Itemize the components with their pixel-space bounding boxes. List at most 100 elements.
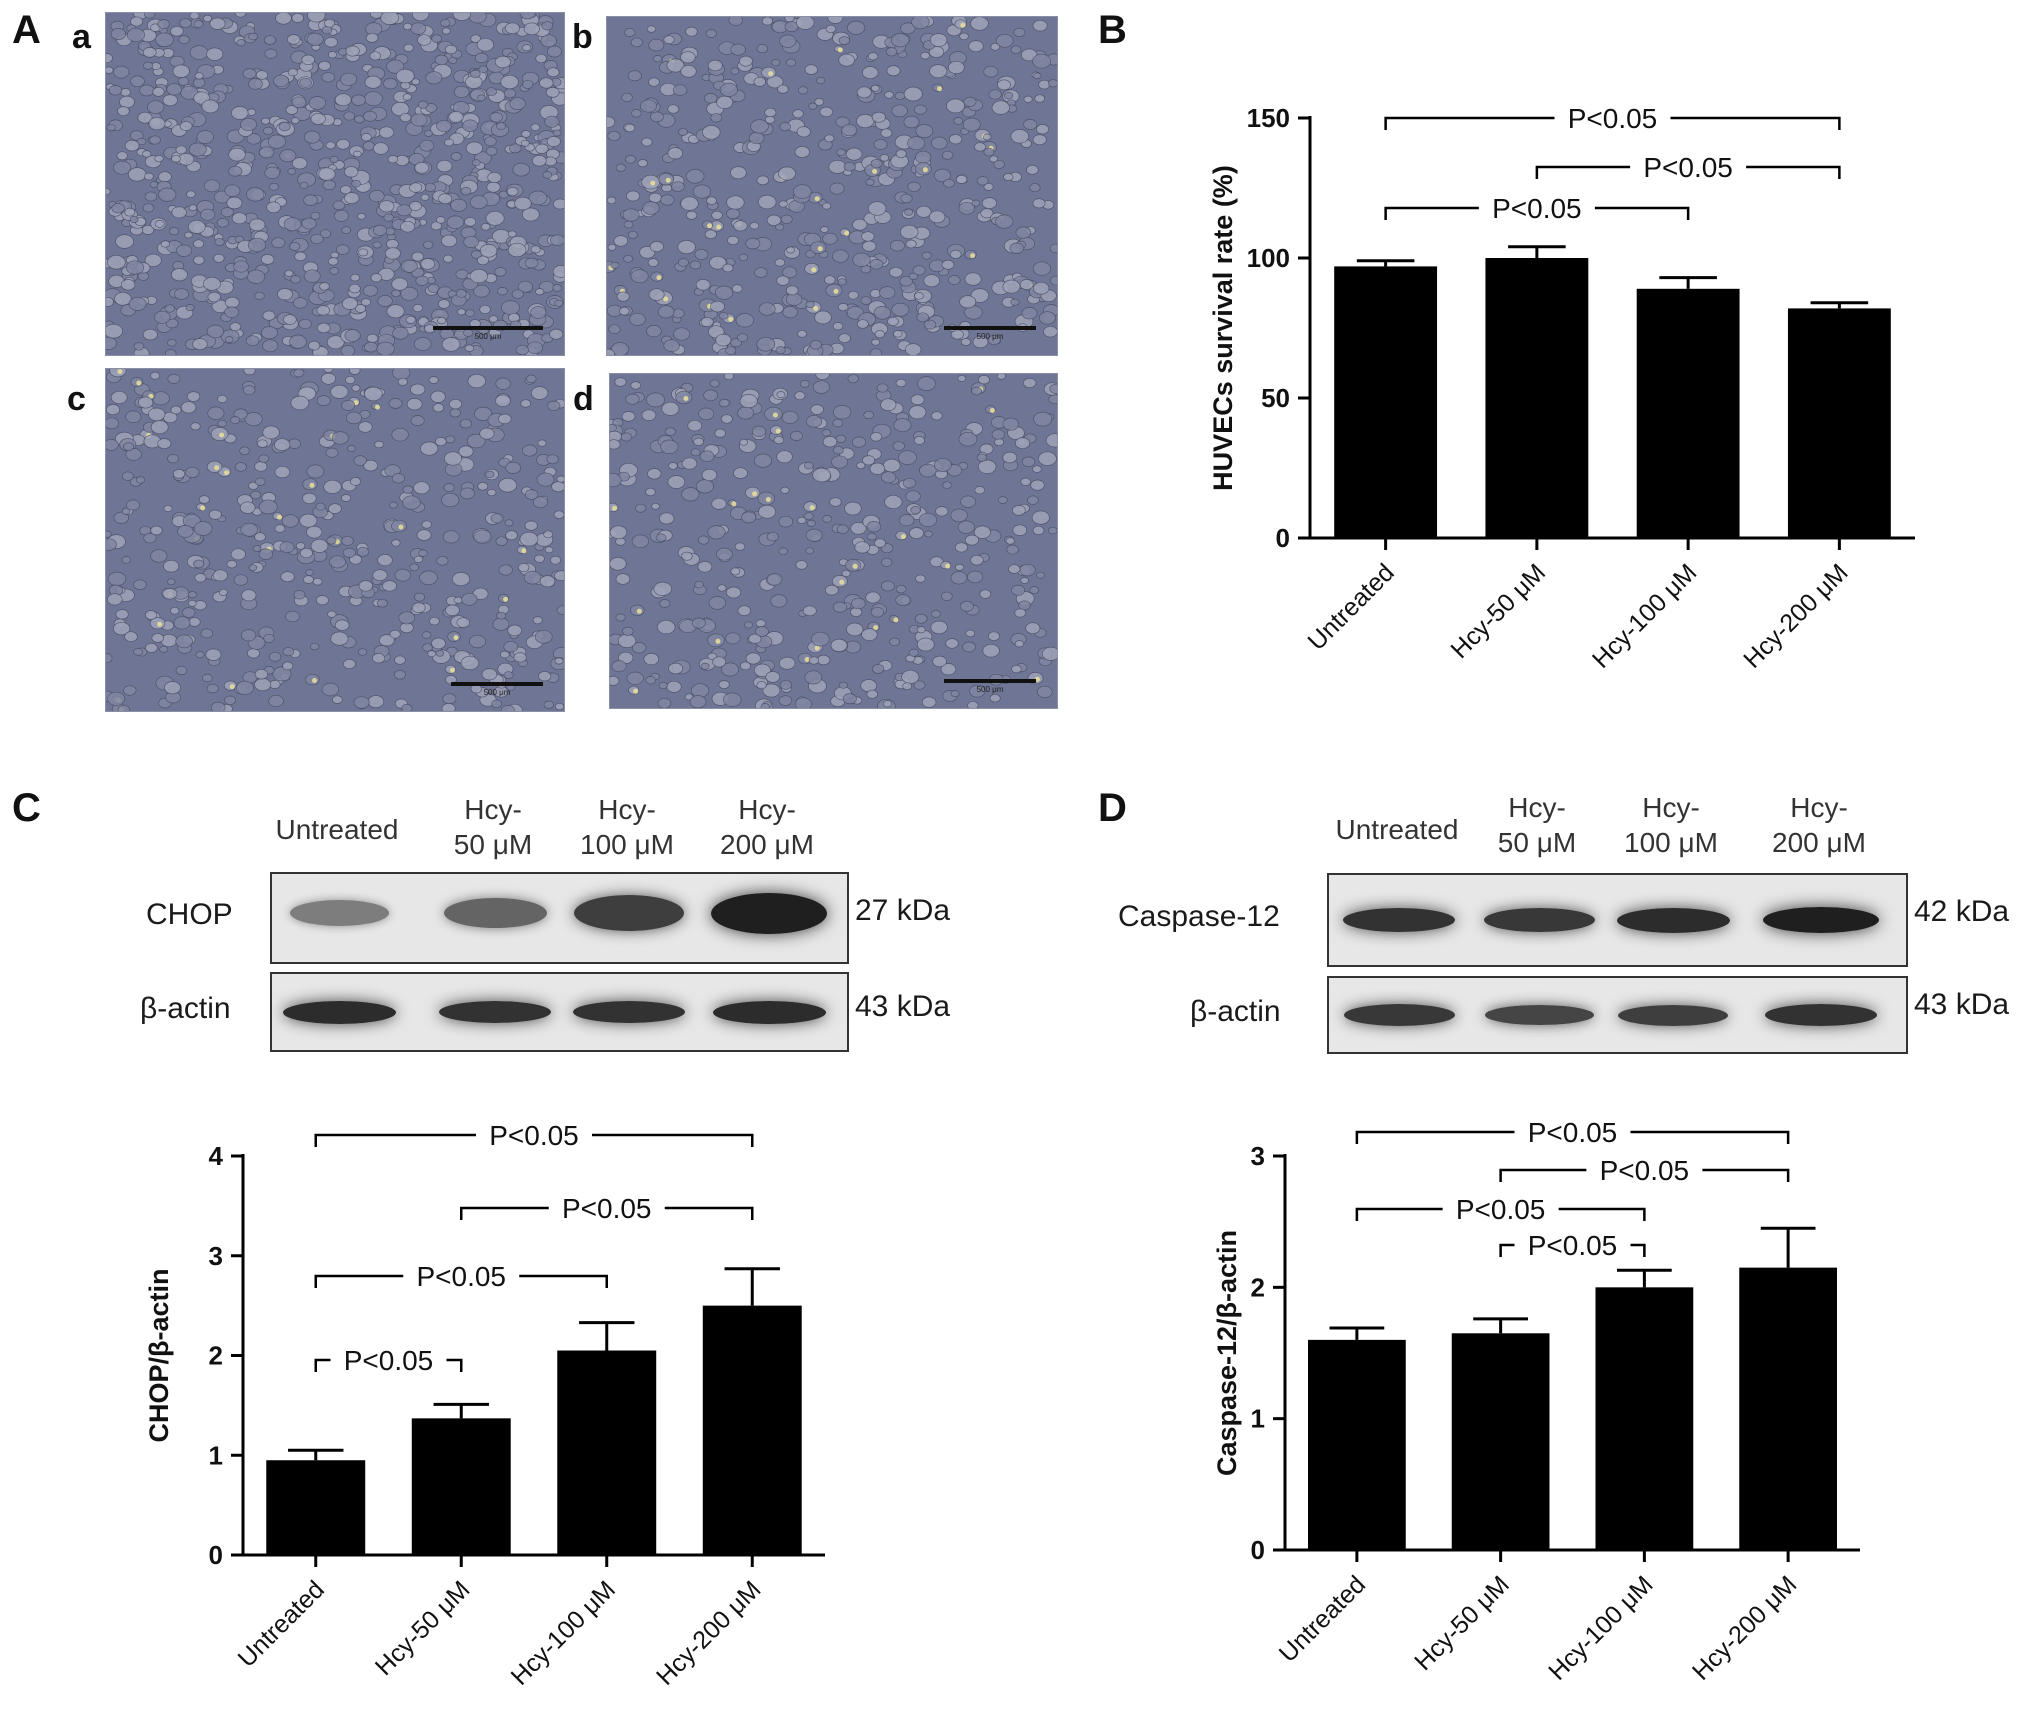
lane-label: Hcy- 200 μM [1772,792,1866,858]
significance-bracket: P<0.05 [1384,193,1690,224]
caspase12-ratio-chart: 0 1 2 3 Caspase-12/β-actin Untreated Hcy-50 μM… [1212,1117,1860,1686]
y-tick-label: 3 [1251,1141,1265,1171]
x-tick-label: Hcy-50 μM [1445,558,1551,664]
lane-label: Hcy- 50 μM [453,794,533,860]
significance-label: P<0.05 [344,1345,434,1376]
bar [411,1418,511,1555]
significance-bracket: P<0.05 [314,1261,608,1292]
kda-label: 27 kDa [855,894,951,927]
scale-bar-label: 500 μm [976,685,1004,694]
y-tick-label: 0 [1251,1535,1265,1565]
significance-bracket: P<0.05 [460,1193,754,1224]
blot-band [1484,1005,1594,1025]
significance-label: P<0.05 [489,1120,579,1151]
blot-band [289,900,389,926]
panel-letter-a-main: A [12,8,41,52]
significance-bracket: P<0.05 [1355,1194,1646,1225]
x-tick-label: Hcy-100 μM [506,1575,621,1690]
blot-band [574,895,684,931]
kda-label: 42 kDa [1914,895,2010,928]
scale-bar [944,679,1036,683]
micrograph-letter: d [573,380,594,418]
blot-band [573,1001,685,1023]
lane-label: Untreated [275,814,399,845]
y-axis-label: HUVECs survival rate (%) [1208,165,1238,491]
x-tick-label: Untreated [233,1575,330,1672]
lane-label: Hcy- 200 μM [720,794,814,860]
panel-letter-c-main: C [12,786,41,830]
bar [1595,1287,1694,1550]
significance-label: P<0.05 [1643,152,1733,183]
blot-band [1343,908,1455,932]
micrograph-image [606,16,1058,356]
significance-label: P<0.05 [1492,193,1582,224]
y-tick-label: 4 [209,1141,224,1171]
micrograph-image [609,373,1058,709]
lane-label: Hcy- 50 μM [1497,792,1577,858]
y-tick-label: 1 [209,1440,223,1470]
significance-label: P<0.05 [1568,103,1658,134]
x-tick-label: Hcy-100 μM [1587,558,1702,673]
significance-label: P<0.05 [1528,1117,1618,1148]
x-tick-label: Hcy-200 μM [1738,558,1853,673]
kda-label: 43 kDa [1914,988,2010,1021]
y-axis-label: CHOP/β-actin [144,1269,174,1443]
blot-band [1618,1004,1728,1026]
x-tick-label: Hcy-50 μM [370,1575,476,1681]
significance-label: P<0.05 [1600,1155,1690,1186]
y-tick-label: 0 [209,1540,223,1570]
kda-label: 43 kDa [855,990,951,1023]
bar [702,1305,802,1555]
chop-ratio-chart: 0 1 2 3 4 CHOP/β-actin Untreated Hcy-50 μM Hcy-1… [144,1120,825,1691]
y-tick-label: 150 [1247,103,1290,133]
micrograph-image [105,12,565,356]
significance-bracket: P<0.05 [1499,1230,1646,1261]
blot-band [711,892,827,934]
bar [1787,308,1891,538]
x-tick-label: Hcy-100 μM [1543,1570,1658,1685]
bar [1451,1333,1550,1550]
bar [1739,1267,1837,1550]
protein-label: CHOP [146,898,233,931]
panel-letter-d-main: D [1098,786,1127,830]
protein-label: β-actin [140,992,231,1025]
blot-strip [270,972,849,1052]
blot-band [712,1000,826,1024]
blot-strip [270,872,849,964]
significance-label: P<0.05 [562,1193,652,1224]
bar [557,1350,657,1555]
x-tick-label: Hcy-50 μM [1409,1570,1515,1676]
y-tick-label: 0 [1276,523,1290,553]
x-tick-label: Hcy-200 μM [651,1575,766,1690]
significance-label: P<0.05 [416,1261,506,1292]
blot-band [443,898,547,928]
y-tick-label: 2 [1251,1272,1265,1302]
blot-band [439,1001,551,1023]
survival-rate-chart: 0 50 100 150 HUVECs survival rate (%) Untreat… [1208,103,1915,674]
scale-bar [433,326,543,330]
scale-bar-label: 500 μm [976,332,1004,341]
blot-band [282,1000,396,1024]
significance-label: P<0.05 [1456,1194,1546,1225]
y-tick-label: 2 [209,1341,223,1371]
lane-label: Hcy- 100 μM [580,794,674,860]
bar [1334,266,1438,538]
bar [266,1460,366,1555]
blot-band [1763,907,1879,933]
y-axis-label: Caspase-12/β-actin [1212,1230,1242,1476]
blot-band [1483,908,1595,932]
significance-bracket: P<0.05 [314,1120,754,1151]
y-tick-label: 100 [1247,243,1290,273]
blot-strip [1327,976,1908,1054]
blot-band [1765,1004,1877,1026]
micrograph-letter: c [67,380,86,418]
significance-label: P<0.05 [1528,1230,1618,1261]
significance-bracket: P<0.05 [1355,1117,1790,1148]
protein-label: Caspase-12 [1118,900,1280,933]
x-tick-label: Untreated [1274,1570,1371,1667]
bar [1485,258,1589,538]
micrograph-letter: b [572,18,593,56]
significance-bracket: P<0.05 [1499,1155,1790,1186]
micrograph-image [105,368,565,712]
x-tick-label: Untreated [1302,558,1399,655]
